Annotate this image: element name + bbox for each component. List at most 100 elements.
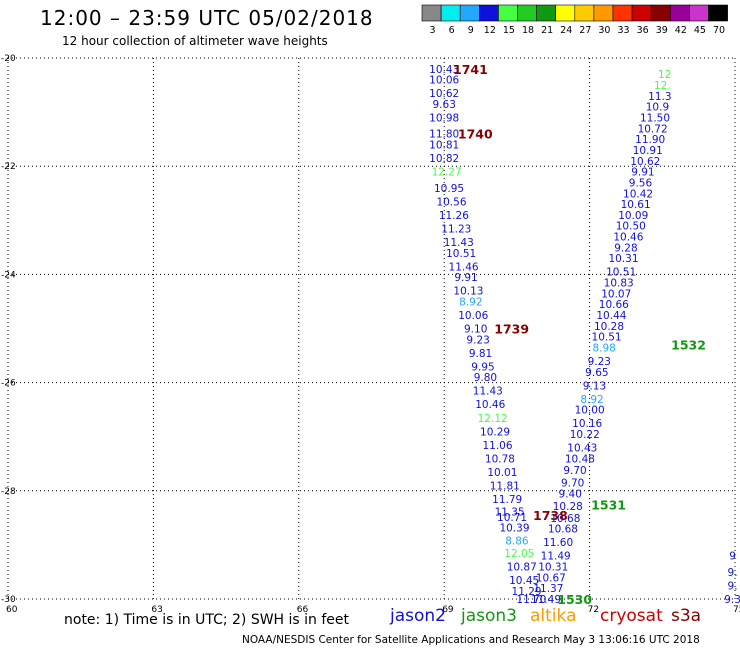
- swh-value: 9.91: [631, 167, 654, 179]
- lon-tick-label: 69: [442, 605, 454, 615]
- swh-value: 10.51: [446, 248, 476, 260]
- swh-value: 10.56: [436, 196, 466, 208]
- time-labels: 1741 1740 1739 1738 1532 1531 1530: [453, 62, 706, 607]
- swh-value: 11.49: [531, 594, 561, 606]
- pass-time-label: 1741: [453, 62, 488, 77]
- swh-value: 11.06: [482, 440, 512, 452]
- swh-value: 9.13: [583, 380, 606, 392]
- swh-value: 11.50: [640, 113, 670, 125]
- swh-value: 9: [729, 551, 736, 563]
- swh-value: 10.00: [575, 405, 605, 417]
- lon-tick-label: 66: [297, 605, 309, 615]
- legend-label: 21: [541, 25, 553, 36]
- swh-value: 9.65: [585, 367, 608, 379]
- swh-value: 10.06: [458, 310, 488, 322]
- swh-value: 10.83: [604, 278, 634, 290]
- swh-value: 10.13: [453, 286, 483, 298]
- swh-value: 8.86: [505, 536, 529, 548]
- lon-tick-label: 75: [733, 605, 740, 615]
- note-text: note: 1) Time is in UTC; 2) SWH is in fe…: [64, 612, 350, 628]
- legend-bin: 30: [593, 4, 614, 36]
- swh-value: 9.91: [454, 272, 477, 284]
- swh-value: 10.43: [429, 64, 459, 76]
- swh-value: 10.09: [618, 210, 648, 222]
- swh-value: 9.40: [559, 489, 582, 501]
- legend-label: 70: [713, 25, 725, 36]
- swh-value: 10.51: [592, 332, 622, 344]
- swh-value: 10.81: [429, 140, 459, 152]
- swh-value: 11.43: [473, 386, 503, 398]
- swh-value: 11.43: [444, 237, 474, 249]
- swh-value: 11.35: [495, 506, 525, 518]
- credit-footer: NOAA/NESDIS Center for Satellite Applica…: [242, 634, 700, 646]
- swh-value: 11.80: [429, 129, 459, 141]
- track-pass-b: 11.4911.3710.6710.3111.4911.6010.6810.68…: [531, 69, 672, 606]
- legend-label: 9: [468, 25, 474, 36]
- swh-value: 10.68: [548, 524, 578, 536]
- legend-label: 27: [579, 25, 591, 36]
- swh-value: 10.43: [567, 443, 597, 455]
- swh-value: 9.10: [464, 324, 487, 336]
- legend-label: 12: [484, 25, 496, 36]
- lon-tick-label: 72: [588, 605, 599, 615]
- page-subtitle: 12 hour collection of altimeter wave hei…: [62, 34, 328, 48]
- swh-value: 10.42: [623, 188, 653, 200]
- swh-value: 9.56: [629, 177, 653, 189]
- satellite-jason3: jason3: [461, 606, 517, 626]
- swh-value: 10.46: [475, 399, 505, 411]
- legend-label: 33: [618, 25, 630, 36]
- swh-value: 10.66: [599, 299, 629, 311]
- legend-label: 15: [503, 25, 515, 36]
- legend-label: 39: [656, 25, 668, 36]
- swh-value: 10.61: [621, 199, 651, 211]
- swh-value: 11.60: [543, 537, 573, 549]
- swh-value: 10.62: [429, 88, 459, 100]
- swh-value: 10.67: [536, 572, 566, 584]
- lat-tick-label: -24: [1, 270, 16, 280]
- swh-value: 9.: [728, 580, 738, 592]
- swh-value: 10.31: [608, 253, 638, 265]
- legend-label: 45: [694, 25, 706, 36]
- swh-value: 9.80: [474, 372, 497, 384]
- swh-value: 10.51: [606, 267, 636, 279]
- swh-value: 11.79: [492, 494, 522, 506]
- swh-value: 10.31: [538, 562, 568, 574]
- swh-value: 9.70: [561, 478, 584, 490]
- swh-value: 10.28: [594, 321, 624, 333]
- swh-value: 11.70: [516, 594, 546, 606]
- swh-value: 10.06: [429, 75, 459, 87]
- swh-value: 10.72: [638, 123, 668, 135]
- swh-value: 10.9: [646, 102, 669, 114]
- swh-value: 12.27: [432, 167, 462, 179]
- swh-value: 11.49: [541, 551, 571, 563]
- swh-value: 9.3: [724, 594, 740, 606]
- lat-tick-label: -20: [1, 54, 16, 64]
- swh-value: 10.62: [630, 156, 660, 168]
- swh-value: 10.78: [485, 453, 515, 465]
- swh-value: 10.71: [497, 512, 527, 524]
- swh-value: 12: [658, 69, 671, 81]
- swh-value: 9.95: [471, 361, 494, 373]
- swh-value: 10.91: [633, 145, 663, 157]
- satellite-altika: altika: [530, 606, 577, 626]
- swh-value: 9.63: [433, 99, 456, 111]
- track-pass-a: 10.4310.0610.629.6310.9811.8010.8110.821…: [429, 64, 546, 606]
- swh-value: 10.48: [565, 453, 595, 465]
- swh-value: 10.68: [550, 513, 580, 525]
- swh-value: 10.07: [601, 288, 631, 300]
- pass-time-label: 1738: [533, 508, 568, 523]
- swh-value: 12.: [654, 80, 671, 92]
- pass-time-label: 1532: [671, 338, 706, 353]
- swh-value: 8.92: [459, 296, 482, 308]
- satellite-cryosat: cryosat: [600, 606, 663, 626]
- swh-value: 11.37: [533, 583, 563, 595]
- legend-label: 24: [560, 25, 572, 36]
- lat-tick-label: -30: [1, 595, 16, 605]
- legend-bin: 70: [708, 4, 728, 36]
- lat-tick-label: -28: [1, 487, 16, 497]
- swh-value: 9.70: [563, 465, 586, 477]
- swh-value: 10.87: [507, 562, 537, 574]
- swh-value: 10.29: [480, 426, 510, 438]
- swh-value: 10.45: [509, 575, 539, 587]
